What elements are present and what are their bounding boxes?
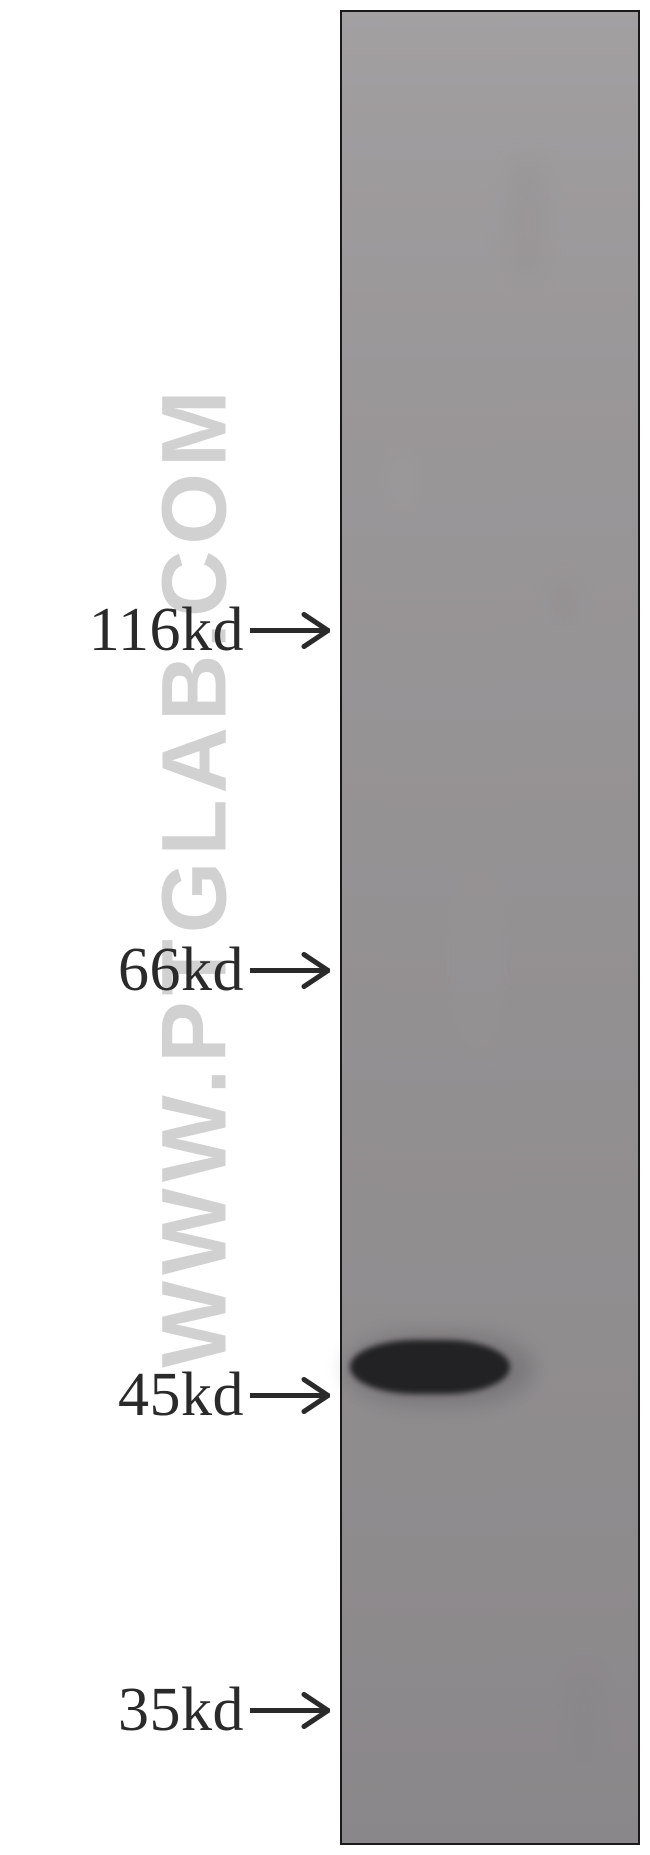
blot-lane-texture [342, 12, 638, 1843]
mw-marker: 116kd [0, 585, 330, 675]
mw-marker-label: 66kd [118, 935, 244, 1006]
lane-smudge [447, 856, 507, 1056]
arrow-right-icon [250, 610, 330, 651]
lane-smudge [507, 159, 547, 279]
western-blot-figure: WWW.PTGLAB.COM 116kd 66kd 45kd 35kd [0, 0, 650, 1855]
lane-smudge [552, 581, 577, 621]
mw-marker: 35kd [0, 1665, 330, 1755]
mw-marker-label: 116kd [89, 595, 244, 666]
arrow-right-icon [250, 950, 330, 991]
band-45kd-halo [344, 1332, 534, 1406]
mw-marker: 45kd [0, 1350, 330, 1440]
blot-lane [340, 10, 640, 1845]
lane-smudge [387, 452, 417, 512]
mw-marker-label: 45kd [118, 1360, 244, 1431]
mw-marker: 66kd [0, 925, 330, 1015]
mw-marker-label: 35kd [118, 1675, 244, 1746]
arrow-right-icon [250, 1375, 330, 1416]
lane-smudge [567, 1664, 602, 1764]
arrow-right-icon [250, 1690, 330, 1731]
